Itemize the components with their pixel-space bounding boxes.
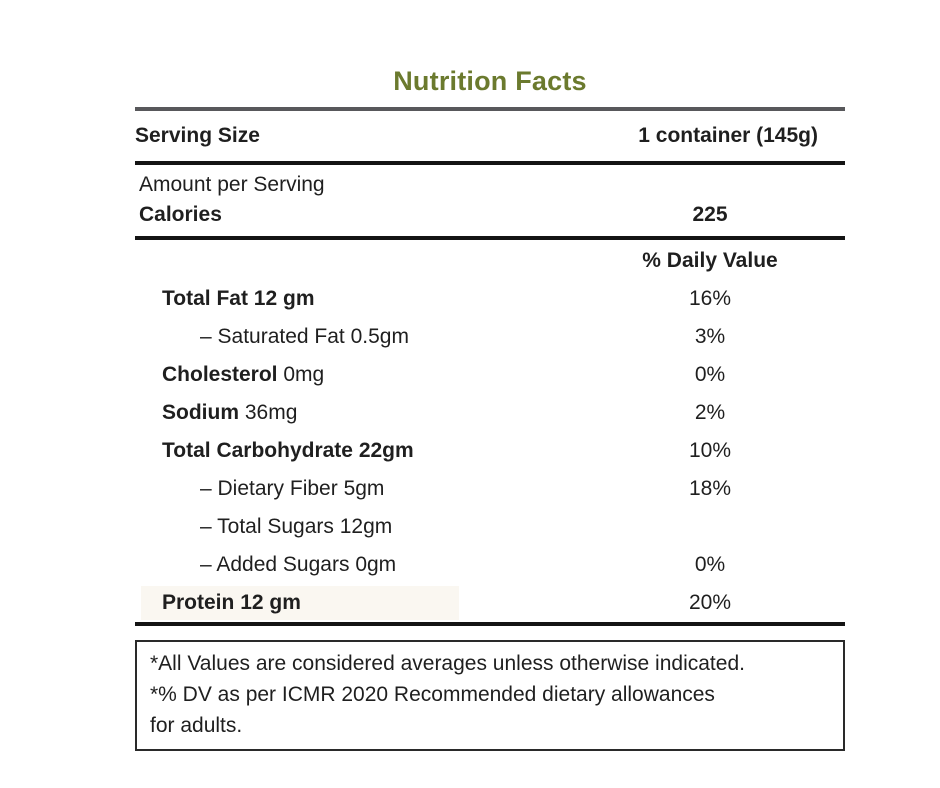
nutrient-name: Total Carbohydrate 22gm (135, 439, 575, 463)
nutrient-name-text: Total Sugars (217, 515, 334, 538)
nutrition-facts-label: Nutrition Facts Serving Size 1 container… (135, 58, 845, 751)
divider-serving-black (135, 161, 845, 165)
nutrient-name: Sodium 36mg (135, 401, 575, 425)
nutrient-amount: 0gm (355, 553, 397, 576)
nutrient-amount: 12 gm (253, 287, 315, 310)
nutrient-row-sodium: Sodium 36mg 2% (135, 394, 845, 432)
nutrient-row-added-sugars: – Added Sugars 0gm 0% (135, 546, 845, 584)
daily-value-header: % Daily Value (642, 249, 778, 272)
dash-prefix: – (200, 325, 218, 348)
nutrient-row-saturated-fat: – Saturated Fat 0.5gm 3% (135, 318, 845, 356)
nutrient-name-text: Added Sugars (216, 553, 350, 576)
footnote-line-1: *All Values are considered averages unle… (150, 652, 745, 675)
nutrient-name: Cholesterol 0mg (135, 363, 575, 387)
nutrient-dv: 2% (694, 401, 726, 424)
nutrient-name: – Total Sugars 12gm (135, 515, 575, 539)
footnote-line-3: for adults. (150, 714, 243, 737)
nutrient-row-total-sugars: – Total Sugars 12gm (135, 508, 845, 546)
nutrient-name-text: Total Fat (162, 287, 248, 310)
nutrient-dv: 0% (694, 553, 726, 576)
label-title: Nutrition Facts (393, 66, 587, 96)
nutrient-name: – Saturated Fat 0.5gm (135, 325, 575, 349)
serving-size-value: 1 container (145g) (638, 124, 818, 147)
nutrient-name: Protein 12 gm (135, 591, 575, 615)
nutrient-dv: 16% (688, 287, 732, 310)
nutrient-dv: 3% (694, 325, 726, 348)
nutrient-amount: 36mg (244, 401, 298, 424)
nutrient-name-text: Saturated Fat (217, 325, 345, 348)
footnote-box: *All Values are considered averages unle… (135, 640, 845, 751)
nutrient-name-text: Dietary Fiber (217, 477, 338, 500)
nutrient-name-text: Cholesterol (162, 363, 278, 386)
divider-bottom-black (135, 622, 845, 626)
nutrient-amount: 12gm (339, 515, 393, 538)
dash-prefix: – (200, 515, 218, 538)
daily-value-header-row: % Daily Value (135, 248, 845, 274)
dash-prefix: – (200, 553, 217, 576)
nutrient-dv: 18% (688, 477, 732, 500)
nutrient-row-total-fat: Total Fat 12 gm 16% (135, 280, 845, 318)
calories-label: Calories (139, 203, 222, 226)
divider-calories-black (135, 236, 845, 240)
nutrient-dv: 20% (688, 591, 732, 614)
nutrient-name: – Dietary Fiber 5gm (135, 477, 575, 501)
nutrient-name: – Added Sugars 0gm (135, 553, 575, 577)
nutrient-name: Total Fat 12 gm (135, 287, 575, 311)
nutrient-amount: 22gm (358, 439, 414, 462)
nutrient-amount: 0.5gm (350, 325, 409, 348)
serving-size-row: Serving Size 1 container (145g) (135, 111, 845, 161)
calories-value: 225 (692, 203, 728, 226)
calories-row: Calories 225 (135, 202, 845, 228)
nutrient-row-protein: Protein 12 gm 20% (135, 584, 845, 622)
amount-per-serving-label: Amount per Serving (139, 173, 325, 196)
nutrient-name-text: Sodium (162, 401, 239, 424)
dash-prefix: – (200, 477, 218, 500)
serving-size-label: Serving Size (135, 124, 260, 147)
footnote-line-2: *% DV as per ICMR 2020 Recommended dieta… (150, 683, 715, 706)
nutrient-dv: 0% (694, 363, 726, 386)
nutrient-amount: 5gm (343, 477, 385, 500)
divider-top-gray (135, 107, 845, 111)
nutrient-rows: Total Fat 12 gm 16% – Saturated Fat 0.5g… (135, 280, 845, 622)
nutrient-name-text: Protein (162, 591, 235, 614)
nutrient-name-text: Total Carbohydrate (162, 439, 353, 462)
nutrient-row-cholesterol: Cholesterol 0mg 0% (135, 356, 845, 394)
nutrient-amount: 0mg (283, 363, 325, 386)
nutrient-row-total-carbohydrate: Total Carbohydrate 22gm 10% (135, 432, 845, 470)
nutrient-row-dietary-fiber: – Dietary Fiber 5gm 18% (135, 470, 845, 508)
nutrient-amount: 12 gm (240, 591, 301, 614)
nutrient-dv: 10% (688, 439, 732, 462)
